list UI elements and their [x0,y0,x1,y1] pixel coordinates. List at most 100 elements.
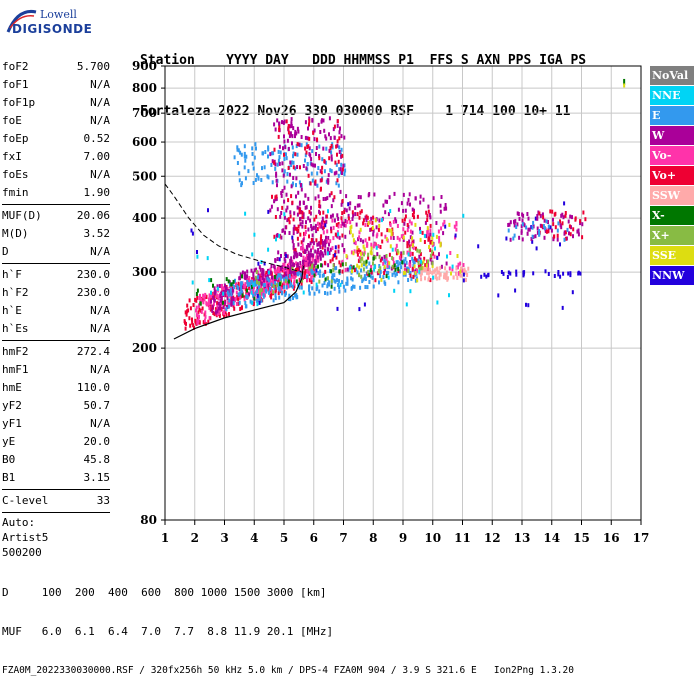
echo-point [569,273,572,278]
echo-point [296,152,299,157]
echo-point [272,298,275,303]
logo-swoosh-icon [6,9,37,33]
echo-point [280,266,282,271]
echo-point [547,224,550,229]
echo-point [310,205,312,210]
echo-point [517,212,520,216]
echo-point [317,258,320,263]
echo-point [497,293,500,298]
param-value: 230.0 [76,286,110,299]
x-tick-label: 7 [339,531,347,545]
echo-point [292,227,295,232]
echo-point [325,136,328,141]
echo-point [308,118,311,123]
echo-point [283,152,285,157]
echo-point [251,280,254,285]
echo-point [271,194,273,199]
echo-point [335,255,338,260]
echo-point [198,303,201,308]
echo-point [420,266,423,271]
echo-point [299,222,302,227]
echo-point [512,236,515,241]
echo-point [290,282,293,287]
echo-point [426,226,429,231]
echo-point [325,219,328,224]
echo-point [507,228,510,233]
param-name: hmE [2,381,22,394]
echo-point [234,278,236,283]
echo-point [507,270,510,275]
echo-point [222,291,225,296]
echo-point [298,252,301,257]
echo-point [335,144,338,149]
echo-point [324,291,326,295]
echo-point [509,237,512,242]
echo-point [208,298,211,303]
echo-point [364,223,367,227]
echo-point [308,284,310,289]
echo-point [275,178,278,183]
echo-point [300,143,303,148]
x-tick-label: 2 [191,531,199,545]
echo-point [296,236,299,241]
echo-point [438,239,441,244]
echo-point [243,151,246,156]
echo-point [397,207,400,212]
echo-point [315,152,317,156]
echo-point [505,236,508,241]
echo-point [290,117,293,122]
echo-point [360,256,363,261]
echo-point [207,301,210,306]
echo-point [261,279,264,284]
echo-point [553,212,556,217]
logo-text-lowell: Lowell [40,8,77,21]
echo-point [217,306,220,311]
echo-point [293,284,296,289]
echo-point [554,225,557,230]
echo-point [245,154,248,159]
echo-point [377,244,380,249]
echo-point [515,225,518,229]
echo-point [316,221,319,226]
echo-point [265,282,268,286]
echo-point [283,199,286,204]
echo-point [208,316,211,321]
echo-point [277,158,280,163]
echo-point [252,274,255,279]
param-name: hmF2 [2,345,29,358]
param-value: 20.0 [83,435,111,448]
echo-point [370,216,373,221]
echo-point [384,199,387,204]
echo-point [284,145,287,150]
echo-point [411,266,414,271]
echo-point [426,230,429,235]
echo-point [262,283,265,288]
echo-point [263,293,266,298]
echo-point [341,280,344,285]
echo-point [273,234,276,239]
echo-point [299,272,302,277]
echo-point [438,276,441,281]
echo-point [233,285,236,290]
echo-point [267,154,269,159]
echo-point [235,302,238,306]
echo-point [543,218,546,223]
echo-point [290,276,293,281]
echo-point [308,258,311,263]
echo-point [372,284,375,289]
x-tick-label: 12 [484,531,501,545]
echo-point [337,224,340,229]
echo-point [330,284,333,289]
echo-point [331,213,334,218]
echo-point [403,260,406,265]
echo-point [419,237,422,242]
echo-point [279,214,282,219]
echo-point [201,306,204,311]
x-tick-label: 17 [633,531,650,545]
echo-point [296,165,299,169]
echo-point [552,222,555,227]
echo-point [226,290,229,295]
echo-point [456,265,459,270]
echo-point [324,223,327,228]
echo-point [301,215,304,220]
